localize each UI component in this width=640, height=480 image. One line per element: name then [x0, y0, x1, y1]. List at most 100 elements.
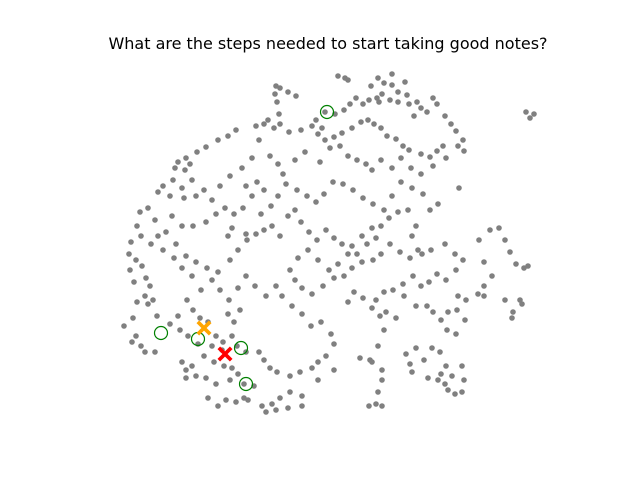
- data-point: [426, 279, 432, 285]
- data-point: [298, 219, 304, 225]
- data-point: [363, 161, 369, 167]
- data-point: [360, 195, 366, 201]
- data-point: [424, 303, 430, 309]
- data-point: [475, 291, 481, 297]
- data-point: [378, 157, 384, 163]
- data-point: [277, 395, 283, 401]
- data-point: [406, 147, 412, 153]
- data-point: [241, 381, 247, 387]
- data-point: [298, 127, 304, 133]
- data-point: [143, 275, 149, 281]
- data-point: [226, 297, 232, 303]
- data-point: [345, 77, 351, 83]
- plot-area: [121, 71, 537, 415]
- data-point: [256, 349, 262, 355]
- data-point: [217, 287, 223, 293]
- data-point: [235, 285, 241, 291]
- data-point: [294, 187, 300, 193]
- data-point: [375, 343, 381, 349]
- data-point: [170, 177, 176, 183]
- data-point: [163, 229, 169, 235]
- data-point: [299, 393, 305, 399]
- data-point: [375, 389, 381, 395]
- data-point: [496, 225, 502, 231]
- data-point: [418, 151, 424, 157]
- data-point: [337, 143, 343, 149]
- data-point: [413, 345, 419, 351]
- data-point: [167, 321, 173, 327]
- data-point: [263, 409, 269, 415]
- data-point: [130, 315, 136, 321]
- data-point: [233, 399, 239, 405]
- data-point: [155, 233, 161, 239]
- data-point: [147, 283, 153, 289]
- data-point: [409, 369, 415, 375]
- data-point: [133, 333, 139, 339]
- data-point: [203, 375, 209, 381]
- data-point: [389, 165, 395, 171]
- data-point: [381, 207, 387, 213]
- data-point: [453, 331, 459, 337]
- data-point: [315, 257, 321, 263]
- data-point: [299, 311, 305, 317]
- data-point: [197, 315, 203, 321]
- data-point: [345, 299, 351, 305]
- data-point: [373, 235, 379, 241]
- data-point: [430, 95, 436, 101]
- data-point: [461, 148, 467, 154]
- data-point: [360, 101, 366, 107]
- data-point: [267, 365, 273, 371]
- data-point: [314, 237, 320, 243]
- data-point: [229, 365, 235, 371]
- data-point: [137, 209, 143, 215]
- data-point: [299, 403, 305, 409]
- data-point: [277, 233, 283, 239]
- data-point: [364, 241, 370, 247]
- data-point: [184, 297, 190, 303]
- data-point: [327, 145, 333, 151]
- data-point: [198, 287, 204, 293]
- data-point: [209, 277, 215, 283]
- data-point: [527, 115, 533, 121]
- data-point: [225, 311, 231, 317]
- data-point: [420, 191, 426, 197]
- data-point: [265, 117, 271, 123]
- data-point: [321, 191, 327, 197]
- data-point: [315, 377, 321, 383]
- data-point: [227, 173, 233, 179]
- data-point: [335, 261, 341, 267]
- data-point: [323, 353, 329, 359]
- data-point: [279, 293, 285, 299]
- data-point: [378, 251, 384, 257]
- data-point: [378, 125, 384, 131]
- data-point: [268, 203, 274, 209]
- data-point: [445, 387, 451, 393]
- data-point: [463, 297, 469, 303]
- data-point: [201, 353, 207, 359]
- data-point: [229, 225, 235, 231]
- data-point: [295, 255, 301, 261]
- data-point: [261, 121, 267, 127]
- data-point: [427, 154, 433, 160]
- data-point: [261, 357, 267, 363]
- data-point: [452, 391, 458, 397]
- data-point: [227, 377, 233, 383]
- data-point: [315, 131, 321, 137]
- data-point: [408, 165, 414, 171]
- data-point: [456, 185, 462, 191]
- data-point: [142, 293, 148, 299]
- data-point: [341, 273, 347, 279]
- data-point: [373, 297, 379, 303]
- data-point: [223, 397, 229, 403]
- data-point: [215, 269, 221, 275]
- data-point: [209, 343, 215, 349]
- data-point: [419, 251, 425, 257]
- data-point: [407, 255, 413, 261]
- data-point: [459, 363, 465, 369]
- data-point: [435, 201, 441, 207]
- data-point: [434, 271, 440, 277]
- data-point: [244, 237, 250, 243]
- data-point: [393, 136, 399, 142]
- data-point: [373, 401, 379, 407]
